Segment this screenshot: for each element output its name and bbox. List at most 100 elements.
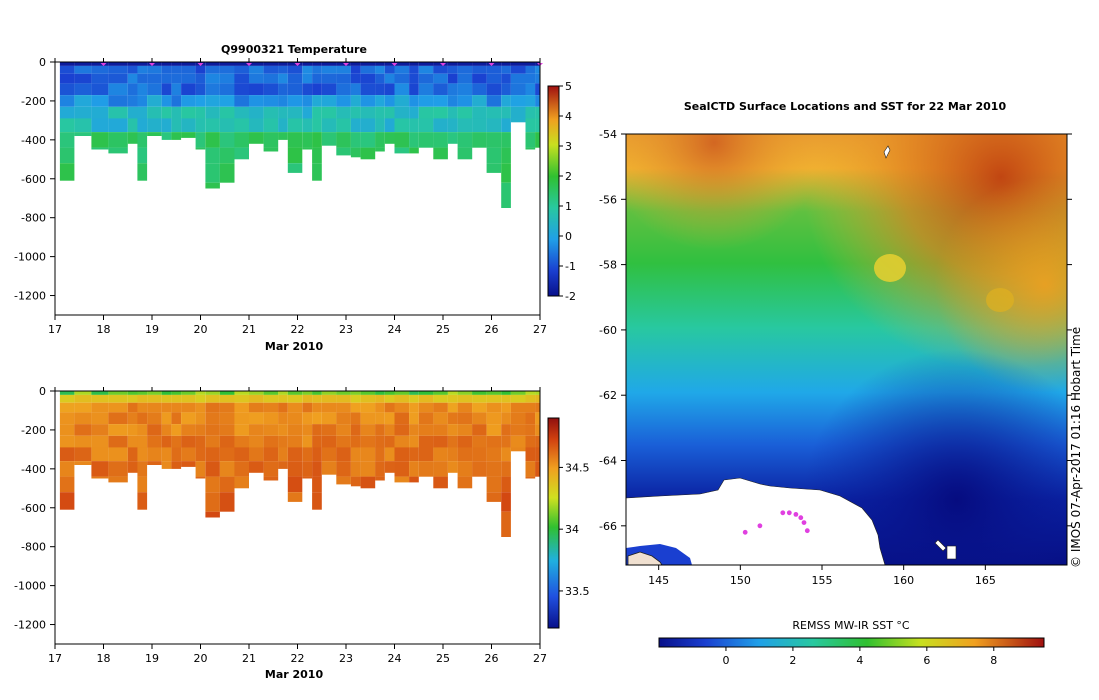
temperature-cell bbox=[375, 106, 385, 119]
temperature-cell bbox=[394, 118, 410, 132]
salinity-cell bbox=[147, 461, 162, 465]
temperature-cell bbox=[384, 62, 395, 66]
temperature-cell bbox=[171, 62, 182, 66]
temperature-cell bbox=[181, 106, 196, 119]
temperature-cell bbox=[394, 95, 410, 107]
salinity-cell bbox=[74, 435, 92, 448]
salinity-cell bbox=[360, 391, 376, 395]
salinity-cell bbox=[74, 412, 92, 425]
salinity-cell bbox=[137, 394, 148, 403]
salinity-cell bbox=[360, 412, 376, 425]
temperature-cell bbox=[447, 106, 458, 119]
temperature-cell bbox=[336, 65, 351, 74]
salinity-cell bbox=[74, 391, 92, 395]
salinity-cell bbox=[321, 412, 337, 425]
salinity-y-tick-label: -600 bbox=[21, 502, 46, 515]
temperature-cell bbox=[302, 118, 313, 132]
temperature-cell bbox=[59, 95, 75, 107]
temperature-cell bbox=[234, 95, 249, 107]
temperature-cell bbox=[360, 73, 376, 84]
temperature-y-tick-label: -800 bbox=[21, 212, 46, 225]
salinity-cell bbox=[287, 447, 303, 461]
sst-map-frame bbox=[625, 133, 1068, 566]
temperature-cell bbox=[91, 73, 109, 84]
salinity-cell bbox=[219, 394, 235, 403]
temperature-cell bbox=[137, 106, 148, 119]
temperature-cell bbox=[249, 106, 264, 119]
latitude-tick-label: -58 bbox=[599, 259, 617, 272]
temperature-cell bbox=[263, 62, 279, 66]
surface-marker bbox=[197, 63, 204, 66]
temperature-cell bbox=[409, 73, 419, 84]
temperature-cell bbox=[287, 73, 303, 84]
temperature-cell bbox=[249, 62, 264, 66]
temperature-cell bbox=[161, 73, 172, 84]
salinity-y-tick-label: -800 bbox=[21, 541, 46, 554]
temperature-cell bbox=[321, 95, 337, 107]
salinity-cell bbox=[457, 461, 473, 477]
salinity-cell bbox=[263, 476, 279, 481]
temperature-cell bbox=[161, 118, 172, 132]
temperature-cell bbox=[127, 65, 138, 74]
temperature-cell bbox=[278, 106, 288, 119]
salinity-cell bbox=[205, 476, 220, 493]
temperature-cell bbox=[91, 106, 109, 119]
temperature-cell bbox=[219, 163, 235, 183]
temperature-cell bbox=[501, 62, 511, 66]
salinity-cell bbox=[472, 394, 487, 403]
temperature-cell bbox=[418, 62, 434, 66]
temperature-y-tick-label: -1000 bbox=[14, 251, 46, 264]
temperature-cell bbox=[205, 65, 220, 74]
salinity-cell bbox=[525, 447, 536, 461]
salinity-cell bbox=[234, 394, 249, 403]
temperature-cell bbox=[108, 118, 128, 132]
salinity-cell bbox=[263, 391, 279, 395]
salinity-cell bbox=[287, 461, 303, 477]
temperature-cell bbox=[486, 95, 502, 107]
temperature-cell bbox=[486, 118, 502, 132]
salinity-cell bbox=[409, 391, 419, 395]
temperature-cell bbox=[195, 83, 206, 96]
temperature-cell bbox=[108, 65, 128, 74]
salinity-cell bbox=[171, 391, 182, 395]
salinity-cell bbox=[263, 424, 279, 436]
salinity-cell bbox=[195, 394, 206, 403]
salinity-cell bbox=[137, 447, 148, 461]
salinity-cell bbox=[181, 461, 196, 467]
salinity-cell bbox=[384, 435, 395, 448]
salinity-cell bbox=[302, 391, 313, 395]
temperature-cell bbox=[147, 83, 162, 96]
temperature-profiles bbox=[59, 62, 540, 208]
temperature-cell bbox=[312, 73, 322, 84]
salinity-cell bbox=[181, 394, 196, 403]
salinity-cell bbox=[384, 412, 395, 425]
salinity-cell bbox=[510, 447, 526, 452]
salinity-cell bbox=[161, 412, 172, 425]
temperature-cell bbox=[278, 73, 288, 84]
salinity-cell bbox=[195, 412, 206, 425]
temperature-cell bbox=[287, 62, 303, 66]
salinity-cell bbox=[360, 402, 376, 413]
salinity-cell bbox=[147, 394, 162, 403]
salinity-cell bbox=[127, 447, 138, 461]
salinity-cell bbox=[108, 394, 128, 403]
temperature-cell bbox=[394, 132, 410, 148]
salinity-cell bbox=[127, 461, 138, 473]
salinity-cell bbox=[195, 402, 206, 413]
salinity-cell bbox=[91, 394, 109, 403]
temperature-cell bbox=[447, 118, 458, 132]
temperature-cell bbox=[195, 118, 206, 132]
temperature-cell bbox=[501, 118, 511, 132]
salinity-cell bbox=[161, 447, 172, 461]
salinity-x-tick-label: 27 bbox=[533, 652, 547, 665]
temperature-cell bbox=[137, 147, 148, 164]
salinity-cell bbox=[161, 424, 172, 436]
salinity-cell bbox=[249, 447, 264, 461]
temperature-cell bbox=[535, 65, 540, 74]
salinity-cell bbox=[234, 402, 249, 413]
temperature-cell bbox=[161, 62, 172, 66]
salinity-cell bbox=[302, 447, 313, 461]
temperature-cell bbox=[472, 65, 487, 74]
temperature-cell bbox=[447, 132, 458, 144]
salinity-cell bbox=[409, 476, 419, 483]
